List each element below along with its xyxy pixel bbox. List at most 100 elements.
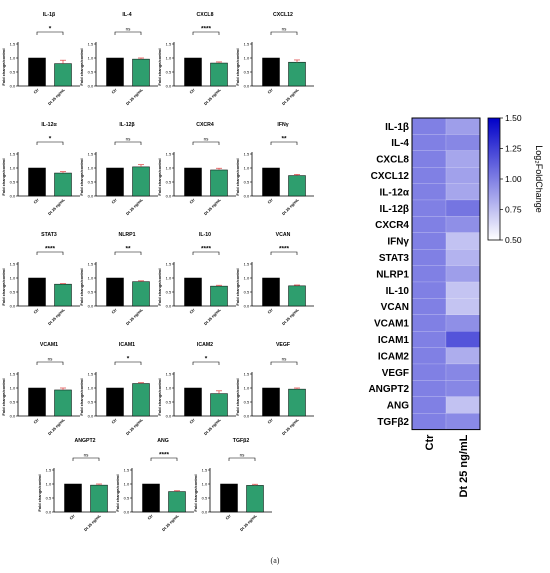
y-tick-label: 1.0 <box>88 165 94 170</box>
heatmap-row-label: IL-12β <box>380 204 409 215</box>
heatmap-cell <box>445 216 481 233</box>
y-axis-label: Fold change/control <box>235 48 240 85</box>
x-tick-label: Dt 25 ng/mL <box>162 513 181 532</box>
heatmap-row-label: ANGPT2 <box>368 384 409 395</box>
heatmap-column-label: Ctr <box>424 434 436 451</box>
x-tick-label: Ctr <box>111 198 118 205</box>
y-tick-label: 0.0 <box>10 413 16 418</box>
x-tick-label: Dt 25 ng/mL <box>48 417 67 436</box>
y-tick-label: 0.5 <box>166 69 172 74</box>
significance-bracket <box>192 361 220 365</box>
y-axis-label: Fold change/control <box>79 48 84 85</box>
heatmap-cell <box>411 199 447 217</box>
panel-title: IL-4 <box>122 12 131 18</box>
y-tick-label: 0.5 <box>166 399 172 404</box>
x-tick-label: Ctr <box>189 418 196 425</box>
heatmap-cell <box>411 117 447 135</box>
x-tick-label: Dt 25 ng/mL <box>282 87 301 106</box>
bar-panel-NLRP1: NLRP1 Fold change/control 0.0 0.5 1.0 1.5 Ctr D… <box>79 232 158 326</box>
bar-panel-IFNγ: IFNγ Fold change/control 0.0 0.5 1.0 1.5 Ctr Dt… <box>235 122 314 216</box>
bar-ctr <box>184 167 202 197</box>
y-axis-label: Fold change/control <box>115 474 120 511</box>
x-tick-label: Ctr <box>33 198 40 205</box>
significance-label: ** <box>125 246 131 253</box>
significance-bracket <box>36 31 64 35</box>
significance-bracket <box>192 141 220 145</box>
y-tick-label: 0.5 <box>166 289 172 294</box>
y-tick-label: 1.5 <box>88 151 94 156</box>
y-tick-label: 0.0 <box>244 193 250 198</box>
bar-treated <box>168 491 186 513</box>
heatmap-cell <box>411 413 447 430</box>
bar-treated <box>210 285 228 307</box>
panel-title: IFNγ <box>277 122 288 128</box>
panel-title: ICAM2 <box>197 342 213 348</box>
heatmap-cell <box>445 363 481 381</box>
y-tick-label: 0.0 <box>88 303 94 308</box>
figure-caption: (a) <box>270 556 280 565</box>
y-axis-label: Fold change/control <box>79 378 84 415</box>
x-tick-label: Ctr <box>189 198 196 205</box>
heatmap-cell <box>411 396 447 414</box>
colorbar <box>487 117 501 241</box>
y-tick-label: 0.5 <box>10 69 16 74</box>
bar-treated <box>54 63 72 87</box>
heatmap-cell <box>445 150 481 168</box>
panel-title: VEGF <box>276 342 290 348</box>
heatmap-cell <box>411 281 447 299</box>
heatmap-cell <box>411 298 447 315</box>
significance-bracket <box>36 361 64 365</box>
y-tick-label: 0.0 <box>88 193 94 198</box>
heatmap-cell <box>411 265 447 283</box>
y-axis-label: Fold change/control <box>193 474 198 511</box>
y-axis-label: Fold change/control <box>157 268 162 305</box>
bar-treated <box>132 281 150 307</box>
bar-treated <box>288 285 306 307</box>
y-tick-label: 1.5 <box>202 467 208 472</box>
heatmap-cell <box>411 248 447 266</box>
bar-treated <box>54 283 72 307</box>
y-tick-label: 1.0 <box>166 385 172 390</box>
bar-panel-ICAM1: ICAM1 Fold change/control 0.0 0.5 1.0 1.5 Ctr D… <box>79 342 158 436</box>
bar-panel-IL-4: IL-4 Fold change/control 0.0 0.5 1.0 1.5 Ctr Dt… <box>79 12 158 106</box>
heatmap-cell <box>445 298 481 315</box>
y-tick-label: 1.5 <box>124 467 130 472</box>
x-tick-label: Ctr <box>267 88 274 95</box>
heatmap-cell <box>445 265 481 283</box>
y-tick-label: 0.5 <box>166 179 172 184</box>
significance-label: ns <box>240 453 246 458</box>
y-tick-label: 1.0 <box>202 481 208 486</box>
bar-panel-IL-1β: IL-1β Fold change/control 0.0 0.5 1.0 1.5 Ctr D… <box>1 12 80 106</box>
bar-ctr <box>142 483 160 513</box>
panel-title: ICAM1 <box>119 342 135 348</box>
bar-ctr <box>262 387 280 417</box>
panel-title: CXCR4 <box>196 122 214 128</box>
bar-ctr <box>64 483 82 513</box>
y-tick-label: 0.5 <box>202 495 208 500</box>
colorbar-tick-label: 1.25 <box>505 144 522 154</box>
heatmap: IL-1β IL-4 CXCL8 CXCL12 IL-12α IL-12β CXCR4 IFN… <box>368 113 544 498</box>
heatmap-row-label: IFNγ <box>387 237 409 248</box>
y-tick-label: 0.5 <box>88 179 94 184</box>
x-tick-label: Ctr <box>111 418 118 425</box>
heatmap-row-label: STAT3 <box>379 253 410 264</box>
y-tick-label: 1.0 <box>244 165 250 170</box>
heatmap-row-label: ICAM1 <box>378 335 410 346</box>
x-tick-label: Dt 25 ng/mL <box>126 307 145 326</box>
y-tick-label: 1.0 <box>10 385 16 390</box>
heatmap-row-label: IL-4 <box>391 138 409 149</box>
bar-ctr <box>262 57 280 87</box>
heatmap-row-label: CXCL8 <box>376 155 409 166</box>
bar-ctr <box>262 277 280 307</box>
y-tick-label: 0.0 <box>88 83 94 88</box>
y-tick-label: 0.0 <box>166 83 172 88</box>
x-tick-label: Dt 25 ng/mL <box>48 307 67 326</box>
heatmap-cell <box>445 134 481 151</box>
y-axis-label: Fold change/control <box>157 378 162 415</box>
y-tick-label: 1.5 <box>88 41 94 46</box>
y-axis-label: Fold change/control <box>235 268 240 305</box>
panel-title: IL-1β <box>43 12 55 18</box>
y-tick-label: 1.5 <box>88 371 94 376</box>
significance-bracket <box>270 251 298 255</box>
bar-ctr <box>106 387 124 417</box>
